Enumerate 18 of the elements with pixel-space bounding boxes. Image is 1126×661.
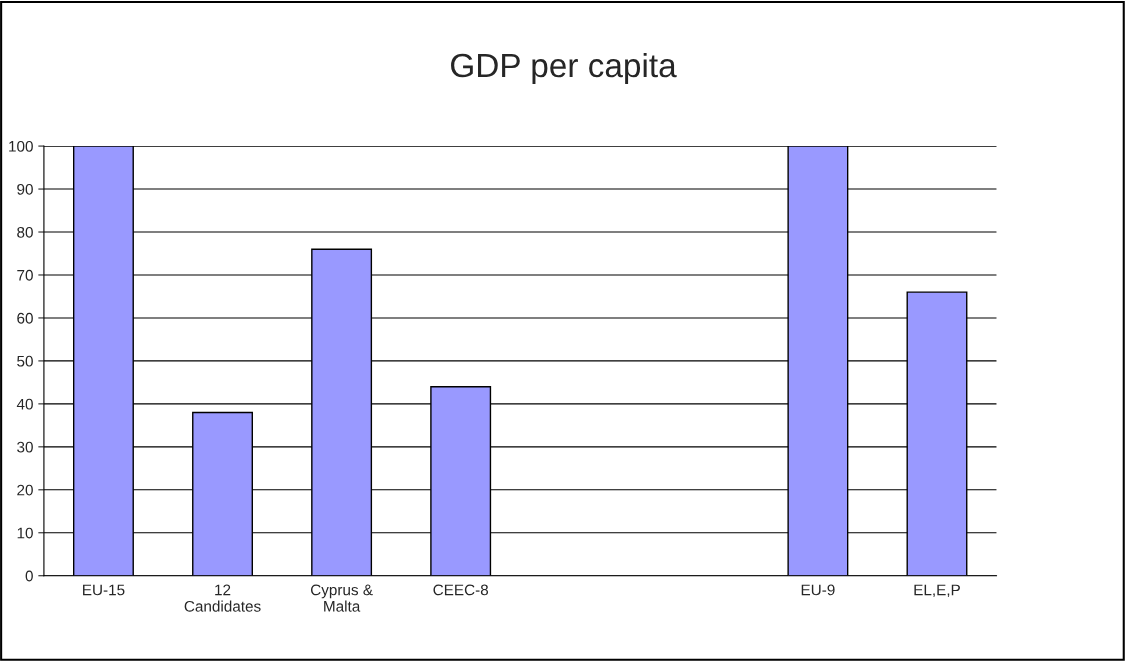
x-tick-label: 12 Candidates (184, 584, 261, 612)
y-tick-label: 80 (17, 226, 33, 238)
y-tick-label: 10 (17, 527, 33, 539)
y-tick-label: 20 (17, 484, 33, 496)
y-tick-label: 40 (16, 398, 33, 410)
y-tick-label: 70 (17, 269, 33, 281)
x-tick-label: CEEC-8 (433, 584, 489, 596)
y-tick-label: 50 (17, 355, 33, 367)
y-tick-label: 90 (17, 183, 33, 195)
y-tick-label: 100 (9, 140, 33, 152)
y-tick-label: 0 (25, 570, 33, 582)
x-tick-label: EL,E,P (914, 584, 960, 598)
y-tick-label: 60 (17, 312, 33, 324)
chart-title: GDP per capita (451, 52, 677, 84)
x-tick-label: EU-9 (801, 584, 835, 596)
y-tick-label: 30 (17, 441, 33, 453)
x-tick-label: EU-15 (83, 584, 125, 596)
x-tick-label: Cyprus & Malta (310, 584, 373, 612)
